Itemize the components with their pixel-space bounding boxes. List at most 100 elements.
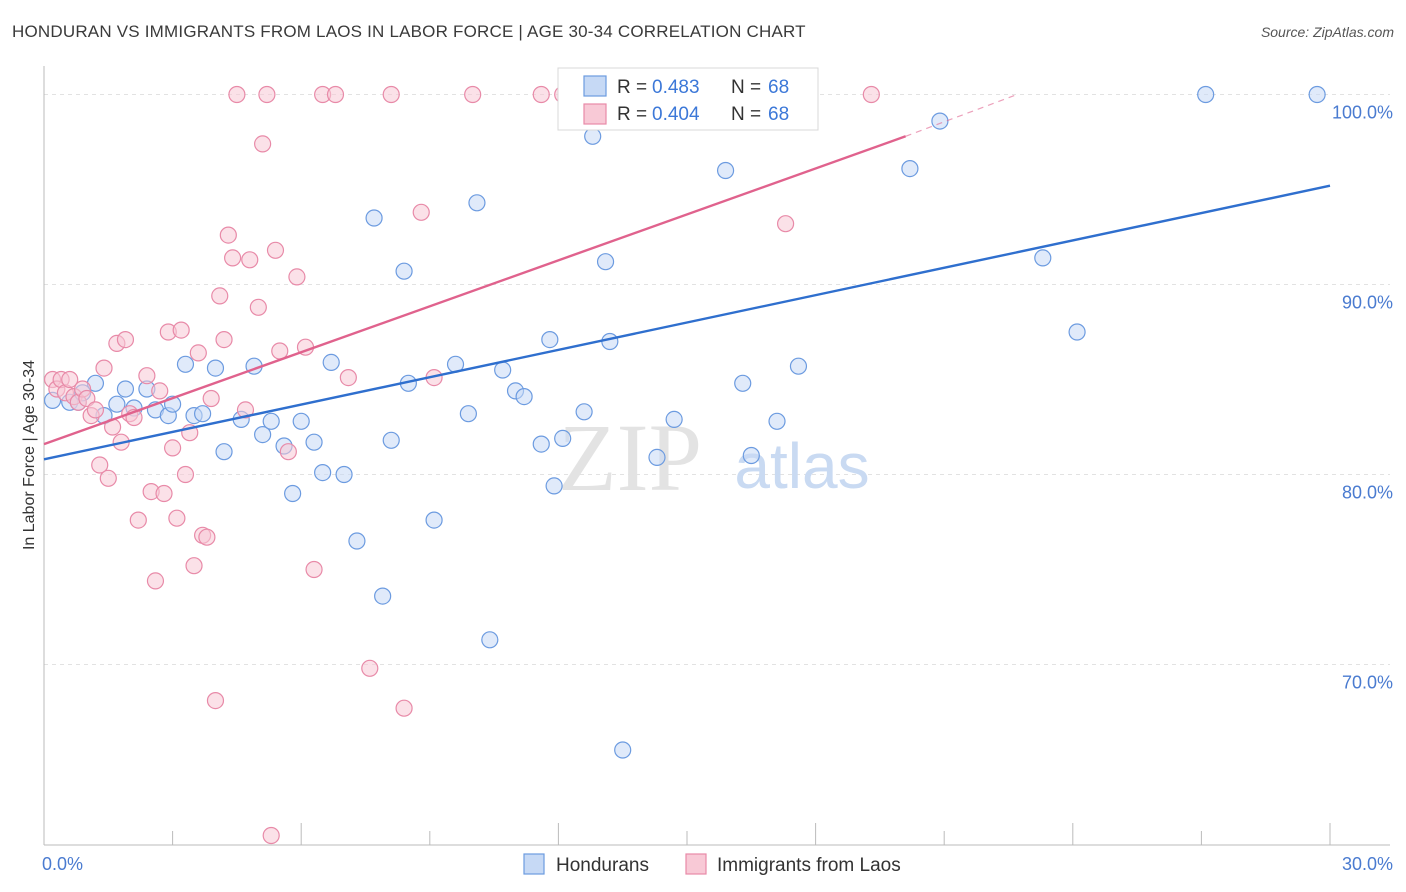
honduran-point-26 bbox=[314, 464, 332, 482]
legend-r-label-2: R = bbox=[617, 104, 647, 125]
laos-point-50 bbox=[271, 342, 289, 360]
bottom-legend: Hondurans Immigrants from Laos bbox=[523, 853, 901, 876]
legend-swatch-hondurans bbox=[583, 75, 607, 97]
honduran-point-35 bbox=[425, 511, 443, 529]
honduran-point-52 bbox=[648, 448, 666, 466]
laos-point-8 bbox=[78, 389, 96, 408]
laos-point-60 bbox=[395, 699, 413, 717]
laos-point-11 bbox=[91, 456, 109, 474]
honduran-point-46 bbox=[554, 429, 572, 447]
laos-point-30 bbox=[176, 465, 195, 484]
laos-point-27 bbox=[164, 439, 182, 457]
chart-title: HONDURAN VS IMMIGRANTS FROM LAOS IN LABO… bbox=[12, 22, 806, 41]
laos-point-54 bbox=[305, 560, 323, 579]
honduran-point-50 bbox=[601, 332, 619, 351]
honduran-point-45 bbox=[545, 477, 563, 495]
laos-point-52 bbox=[288, 268, 306, 286]
honduran-point-43 bbox=[532, 435, 550, 453]
legend-box: R = 0.483 N = 68 R = 0.404 N = 68 bbox=[557, 67, 819, 131]
bottom-legend-label-hondurans: Hondurans bbox=[556, 855, 649, 876]
legend-n-label-1: N = bbox=[731, 77, 761, 98]
laos-point-28 bbox=[168, 509, 186, 527]
honduran-point-65 bbox=[1068, 323, 1086, 341]
laos-point-35 bbox=[198, 528, 216, 546]
bottom-legend-label-laos: Immigrants from Laos bbox=[717, 855, 901, 876]
laos-point-23 bbox=[146, 572, 165, 590]
y-tick-label-3: 70.0% bbox=[1342, 673, 1393, 693]
y-axis-label: In Labor Force | Age 30-34 bbox=[21, 360, 38, 550]
laos-point-43 bbox=[236, 401, 255, 419]
honduran-point-23 bbox=[284, 484, 302, 503]
honduran-point-59 bbox=[742, 446, 760, 465]
honduran-point-29 bbox=[348, 532, 366, 550]
honduran-point-40 bbox=[494, 361, 512, 379]
laos-point-37 bbox=[206, 691, 225, 710]
laos-point-67 bbox=[862, 85, 880, 104]
honduran-point-42 bbox=[515, 388, 533, 406]
honduran-point-44 bbox=[541, 331, 559, 349]
laos-point-32 bbox=[185, 557, 203, 575]
laos-point-45 bbox=[249, 298, 267, 316]
y-tick-label-2: 80.0% bbox=[1342, 483, 1393, 503]
laos-point-13 bbox=[99, 469, 117, 487]
honduran-point-62 bbox=[901, 160, 919, 178]
series-laos-points bbox=[43, 85, 880, 845]
honduran-point-27 bbox=[322, 353, 340, 371]
laos-point-57 bbox=[339, 369, 357, 387]
honduran-point-58 bbox=[734, 374, 752, 392]
honduran-point-49 bbox=[596, 253, 615, 271]
laos-trend-line bbox=[43, 135, 907, 446]
honduran-point-17 bbox=[215, 443, 233, 461]
laos-point-4 bbox=[61, 370, 79, 389]
honduran-point-39 bbox=[481, 631, 499, 649]
laos-point-40 bbox=[219, 226, 237, 244]
honduran-point-32 bbox=[382, 431, 400, 449]
honduran-point-66 bbox=[1197, 85, 1215, 104]
laos-point-25 bbox=[155, 484, 173, 503]
honduran-point-7 bbox=[116, 380, 135, 398]
watermark-atlas: atlas bbox=[734, 430, 869, 502]
honduran-point-13 bbox=[176, 355, 195, 373]
honduran-point-64 bbox=[1034, 249, 1052, 267]
series-hondurans-points bbox=[43, 85, 1326, 759]
laos-point-17 bbox=[116, 331, 135, 349]
laos-point-36 bbox=[202, 389, 220, 408]
honduran-point-6 bbox=[108, 395, 126, 413]
laos-point-24 bbox=[151, 382, 169, 400]
honduran-point-34 bbox=[395, 262, 413, 280]
honduran-point-53 bbox=[665, 410, 683, 428]
honduran-point-21 bbox=[262, 412, 280, 430]
honduran-point-31 bbox=[374, 587, 392, 605]
honduran-point-67 bbox=[1308, 85, 1326, 104]
honduran-point-16 bbox=[206, 359, 225, 377]
honduran-trend-line bbox=[43, 184, 1331, 461]
laos-point-41 bbox=[224, 249, 242, 267]
legend-n-value-2: 68 bbox=[768, 104, 789, 125]
laos-point-42 bbox=[228, 85, 246, 104]
laos-point-63 bbox=[464, 85, 482, 104]
laos-point-56 bbox=[326, 85, 345, 104]
x-tick-labels: 0.0% 30.0% bbox=[42, 854, 1393, 874]
laos-point-20 bbox=[129, 511, 147, 529]
trend-lines bbox=[43, 93, 1331, 461]
honduran-point-61 bbox=[789, 357, 808, 375]
honduran-point-38 bbox=[468, 194, 486, 212]
laos-point-51 bbox=[279, 443, 297, 461]
laos-point-38 bbox=[211, 287, 229, 305]
y-tick-label-1: 90.0% bbox=[1342, 293, 1393, 313]
legend-n-label-2: N = bbox=[731, 104, 761, 125]
axes bbox=[43, 66, 1390, 846]
honduran-point-20 bbox=[254, 426, 272, 444]
honduran-point-28 bbox=[335, 465, 353, 484]
laos-point-61 bbox=[412, 203, 430, 221]
legend-r-value-1: 0.483 bbox=[652, 77, 700, 98]
laos-point-12 bbox=[95, 359, 113, 377]
legend-n-value-1: 68 bbox=[768, 77, 789, 98]
legend-r-label-1: R = bbox=[617, 77, 647, 98]
laos-point-21 bbox=[138, 367, 156, 385]
source-label: Source: ZipAtlas.com bbox=[1260, 24, 1394, 40]
laos-trend-extension bbox=[905, 93, 1018, 137]
y-tick-label-0: 100.0% bbox=[1332, 103, 1393, 123]
x-tick-label-1: 30.0% bbox=[1342, 854, 1393, 874]
